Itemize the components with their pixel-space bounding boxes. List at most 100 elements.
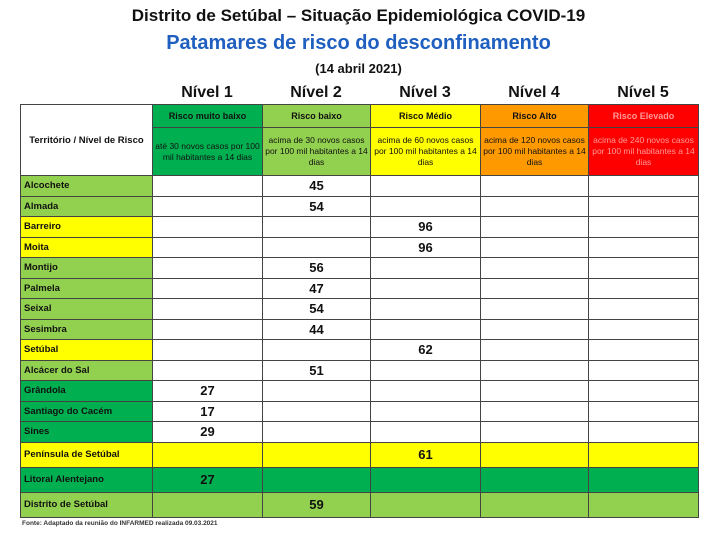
empty-cell [480,298,589,320]
empty-cell [588,236,699,258]
table-row: Seixal 54 [20,298,699,320]
empty-cell [262,236,371,258]
empty-cell [480,491,589,518]
empty-cell [588,257,699,279]
empty-cell [152,359,263,381]
territory-name: Almada [20,195,153,217]
level-label: Nível 1 [181,84,233,101]
level-label: Nível 4 [508,84,560,101]
empty-cell [588,466,699,493]
incidence-value: 45 [262,175,371,197]
empty-cell [262,380,371,402]
risk-label: Risco Alto [480,104,589,128]
table-row: Palmela 47 [20,277,699,299]
table-row: Barreiro 96 [20,216,699,238]
empty-cell [370,421,481,443]
table-row: Almada 54 [20,195,699,217]
empty-cell [370,298,481,320]
incidence-value: 61 [370,441,481,468]
incidence-value: 96 [370,236,481,258]
empty-cell [480,257,589,279]
territory-name: Seixal [20,298,153,320]
incidence-value: 56 [262,257,371,279]
territory-name: Distrito de Setúbal [20,491,153,518]
risk-description: até 30 novos casos por 100 mil habitante… [152,127,263,176]
risk-description: acima de 30 novos casos por 100 mil habi… [262,127,371,176]
empty-cell [262,216,371,238]
empty-cell [480,466,589,493]
empty-cell [588,380,699,402]
summary-row: Península de Setúbal 61 [20,441,699,468]
risk-description: acima de 60 novos casos por 100 mil habi… [370,127,481,176]
incidence-value: 59 [262,491,371,518]
incidence-value: 47 [262,277,371,299]
title: Distrito de Setúbal – Situação Epidemiol… [131,6,586,25]
summary-row: Litoral Alentejano 27 [20,466,699,493]
empty-cell [370,318,481,340]
empty-cell [370,400,481,422]
table-row: Santiago do Cacém 17 [20,400,699,422]
empty-cell [262,466,371,493]
empty-cell [588,318,699,340]
territory-name: Sesimbra [20,318,153,340]
empty-cell [588,400,699,422]
table-row: Setúbal 62 [20,339,699,361]
empty-cell [480,175,589,197]
empty-cell [480,421,589,443]
empty-cell [480,216,589,238]
empty-cell [480,359,589,381]
empty-cell [152,236,263,258]
territory-name: Sines [20,421,153,443]
empty-cell [588,277,699,299]
empty-cell [588,491,699,518]
empty-cell [370,195,481,217]
empty-cell [370,466,481,493]
level-label: Nível 5 [617,84,669,101]
incidence-value: 54 [262,195,371,217]
incidence-value: 96 [370,216,481,238]
risk-label: Risco baixo [262,104,371,128]
territory-name: Alcácer do Sal [20,359,153,381]
empty-cell [588,216,699,238]
empty-cell [370,359,481,381]
incidence-value: 17 [152,400,263,422]
empty-cell [152,175,263,197]
empty-cell [588,175,699,197]
empty-cell [370,175,481,197]
territory-name: Litoral Alentejano [20,466,153,493]
header-cell: Território / Nível de Risco [20,104,153,176]
risk-description: acima de 240 novos casos por 100 mil hab… [588,127,699,176]
risk-description: acima de 120 novos casos por 100 mil hab… [480,127,589,176]
empty-cell [152,441,263,468]
empty-cell [480,380,589,402]
empty-cell [152,277,263,299]
empty-cell [152,491,263,518]
territory-name: Santiago do Cacém [20,400,153,422]
summary-row: Distrito de Setúbal 59 [20,491,699,518]
territory-name: Moita [20,236,153,258]
table-row: Alcochete 45 [20,175,699,197]
empty-cell [152,339,263,361]
empty-cell [262,400,371,422]
risk-label: Risco Médio [370,104,481,128]
territory-name: Barreiro [20,216,153,238]
date: (14 abril 2021) [315,61,402,76]
table-row: Moita 96 [20,236,699,258]
incidence-value: 29 [152,421,263,443]
table-row: Grândola 27 [20,380,699,402]
incidence-value: 54 [262,298,371,320]
risk-label: Risco muito baixo [152,104,263,128]
subtitle: Patamares de risco do desconfinamento [166,32,551,54]
territory-name: Montijo [20,257,153,279]
table-row: Alcácer do Sal 51 [20,359,699,381]
empty-cell [588,195,699,217]
table-row: Sesimbra 44 [20,318,699,340]
territory-name: Península de Setúbal [20,441,153,468]
empty-cell [480,400,589,422]
empty-cell [480,339,589,361]
empty-cell [480,318,589,340]
incidence-value: 44 [262,318,371,340]
empty-cell [370,257,481,279]
empty-cell [262,441,371,468]
empty-cell [262,339,371,361]
